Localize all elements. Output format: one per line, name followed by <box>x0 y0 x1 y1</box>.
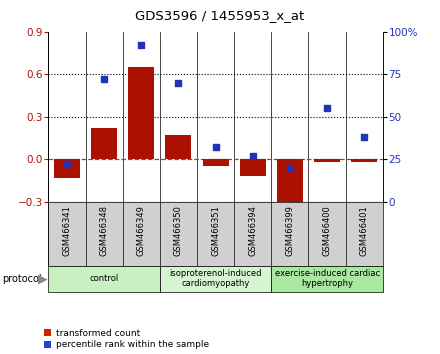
Bar <box>160 266 271 292</box>
Bar <box>128 67 154 159</box>
Text: protocol: protocol <box>2 274 42 284</box>
Point <box>323 105 330 111</box>
Bar <box>271 266 383 292</box>
Point <box>212 144 219 150</box>
Bar <box>48 266 160 292</box>
Bar <box>54 159 80 178</box>
Text: GDS3596 / 1455953_x_at: GDS3596 / 1455953_x_at <box>136 9 304 22</box>
Bar <box>165 135 191 159</box>
Text: GSM466394: GSM466394 <box>248 205 257 256</box>
Text: GSM466401: GSM466401 <box>360 205 369 256</box>
Text: exercise-induced cardiac
hypertrophy: exercise-induced cardiac hypertrophy <box>275 269 380 289</box>
Text: GSM466399: GSM466399 <box>286 205 294 256</box>
Text: ▶: ▶ <box>38 272 48 285</box>
Point <box>249 153 256 159</box>
Text: GSM466348: GSM466348 <box>99 205 109 256</box>
Text: control: control <box>89 274 119 283</box>
Bar <box>351 159 377 162</box>
Bar <box>314 159 340 162</box>
Point <box>63 161 70 167</box>
Text: isoproterenol-induced
cardiomyopathy: isoproterenol-induced cardiomyopathy <box>169 269 262 289</box>
Text: GSM466350: GSM466350 <box>174 205 183 256</box>
Point <box>175 80 182 86</box>
Point <box>138 42 145 48</box>
Text: GSM466351: GSM466351 <box>211 205 220 256</box>
Bar <box>240 159 266 176</box>
Point <box>286 165 293 171</box>
Point <box>361 135 368 140</box>
Legend: transformed count, percentile rank within the sample: transformed count, percentile rank withi… <box>44 329 209 349</box>
Bar <box>91 128 117 159</box>
Bar <box>277 159 303 210</box>
Point <box>101 76 108 82</box>
Text: GSM466349: GSM466349 <box>137 205 146 256</box>
Bar <box>202 159 229 166</box>
Text: GSM466400: GSM466400 <box>323 205 332 256</box>
Text: GSM466341: GSM466341 <box>62 205 71 256</box>
